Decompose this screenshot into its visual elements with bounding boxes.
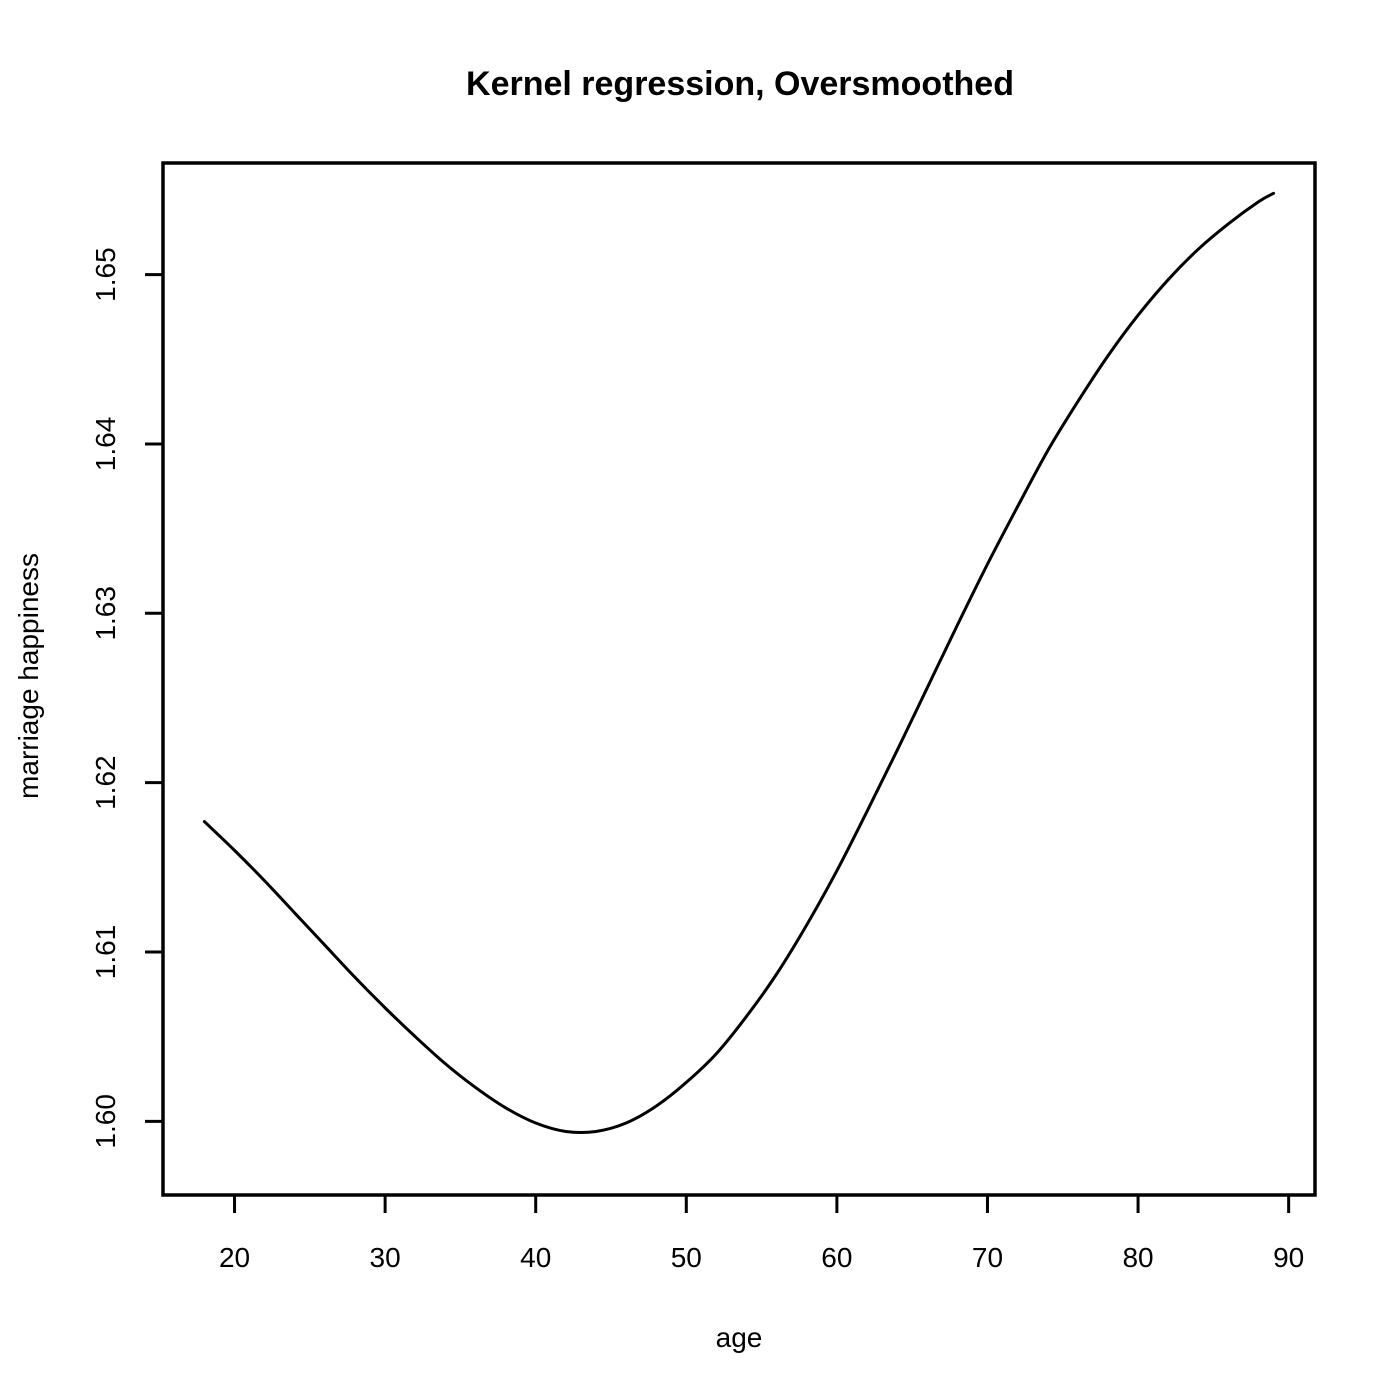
regression-curve	[202, 191, 1276, 1135]
series-layer	[202, 191, 1276, 1135]
x-tick-label: 60	[821, 1242, 852, 1273]
x-axis-title: age	[716, 1322, 763, 1353]
x-tick-label: 70	[972, 1242, 1003, 1273]
x-axis: 20 30 40 50 60 70 80 90	[219, 1193, 1304, 1273]
x-tick-label: 20	[219, 1242, 250, 1273]
y-axis: 1.60 1.61 1.62 1.63 1.64 1.65	[90, 247, 165, 1149]
y-tick-label: 1.65	[90, 247, 121, 302]
y-tick-label: 1.63	[90, 586, 121, 641]
y-axis-title: marriage happiness	[13, 553, 44, 799]
x-tick-label: 30	[370, 1242, 401, 1273]
y-tick-label: 1.60	[90, 1094, 121, 1149]
chart-title: Kernel regression, Oversmoothed	[466, 65, 1014, 103]
x-tick-label: 90	[1273, 1242, 1304, 1273]
plot-frame	[161, 161, 1317, 1197]
x-tick-label: 80	[1122, 1242, 1153, 1273]
y-tick-label: 1.62	[90, 755, 121, 810]
y-tick-label: 1.61	[90, 925, 121, 980]
x-tick-label: 40	[520, 1242, 551, 1273]
y-tick-label: 1.64	[90, 417, 121, 472]
x-tick-label: 50	[671, 1242, 702, 1273]
